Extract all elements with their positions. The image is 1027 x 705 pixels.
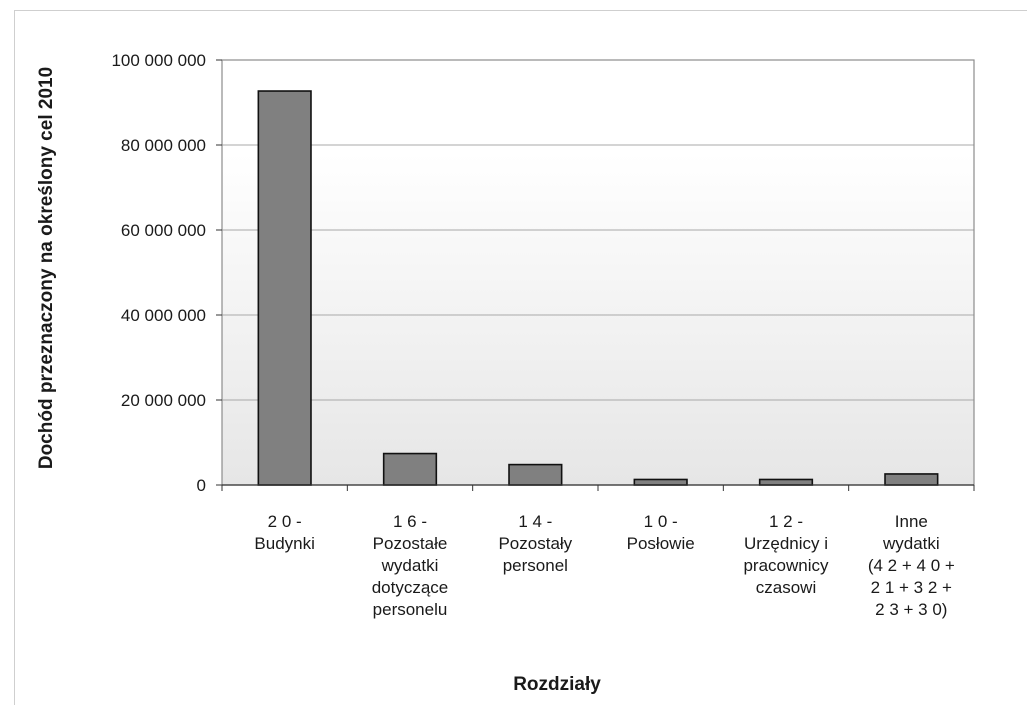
y-tick-label: 0 — [197, 476, 206, 495]
y-tick-label: 80 000 000 — [121, 136, 206, 155]
bars — [257, 90, 939, 486]
gridlines — [222, 144, 974, 401]
x-category-labels: 2 0 -Budynki 1 6 -Pozostałe wydatki dotyczą… — [254, 512, 954, 619]
plot-area — [222, 60, 974, 485]
x-category-label: Inne wydatki (4 2 + 4 0 +2 1 + 3 2 +2 3 + … — [868, 512, 955, 619]
y-tick-label: 20 000 000 — [121, 391, 206, 410]
bar — [758, 478, 814, 486]
y-tick-labels: 0 20 000 000 40 000 000 60 000 000 80 000 00… — [111, 51, 206, 495]
x-category-label: 2 0 -Budynki — [254, 512, 314, 553]
x-category-label: 1 0 -Posłowie — [627, 512, 695, 553]
bar — [508, 463, 563, 486]
y-tick-label: 40 000 000 — [121, 306, 206, 325]
x-category-label: 1 4 -Pozostały personel — [498, 512, 572, 575]
x-category-label: 1 6 -Pozostałe wydatki dotyczące personelu — [372, 512, 449, 619]
y-tick-label: 60 000 000 — [121, 221, 206, 240]
bar — [633, 478, 688, 486]
bar — [884, 473, 939, 486]
x-axis-title: Rozdziały — [513, 674, 601, 695]
bar — [257, 90, 312, 486]
y-axis-title: Dochód przeznaczony na określony cel 201… — [36, 67, 57, 469]
bar — [382, 452, 438, 486]
y-tick-label: 100 000 000 — [111, 51, 206, 70]
x-category-label: 1 2 -Urzędnicy i pracownicy czasowi — [743, 512, 829, 597]
axis-ticks — [216, 59, 975, 491]
